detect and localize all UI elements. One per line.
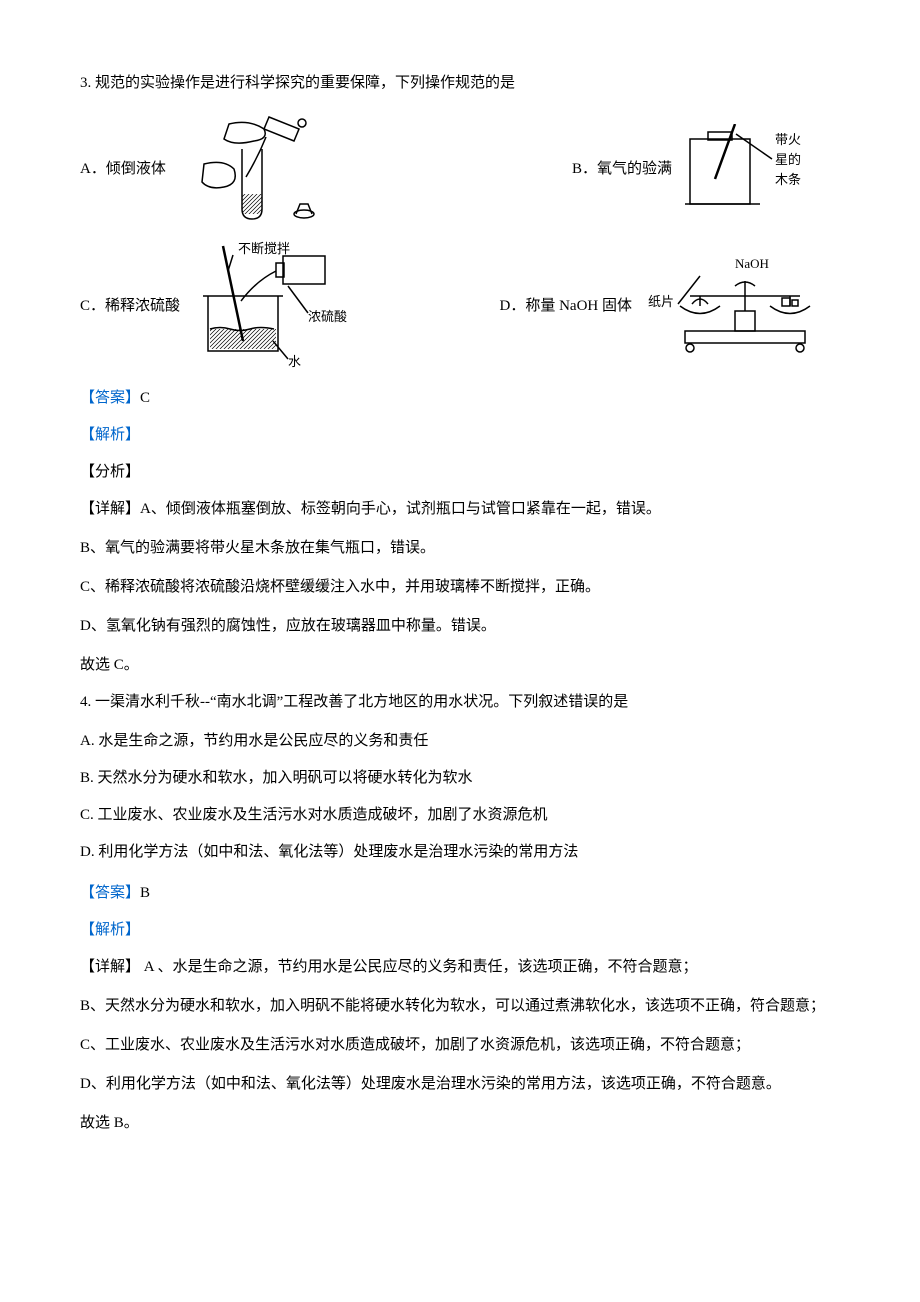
q4-conclusion: 故选 B。 bbox=[80, 1110, 840, 1137]
b-lbl-1: 带火 bbox=[775, 132, 801, 147]
q4-detail-0: 【详解】 A 、水是生命之源，节约用水是公民应尽的义务和责任，该选项正确，不符合… bbox=[80, 954, 840, 981]
d-lbl-paper: 纸片 bbox=[648, 294, 674, 309]
question-4: 4. 一渠清水利千秋--“南水北调”工程改善了北方地区的用水状况。下列叙述错误的… bbox=[80, 689, 840, 1137]
c-lbl-stir: 不断搅拌 bbox=[238, 241, 290, 256]
q4-option-b: B. 天然水分为硬水和软水，加入明矾可以将硬水转化为软水 bbox=[80, 765, 840, 792]
q3-a-label: A．倾倒液体 bbox=[80, 156, 166, 183]
q4-analysis-label: 【解析】 bbox=[80, 917, 840, 944]
answer-label: 【答案】 bbox=[80, 390, 140, 406]
q3-option-c: C．稀释浓硫酸 不断搅拌 bbox=[80, 241, 368, 371]
q3-answer-value: C bbox=[140, 390, 150, 406]
diagram-dilute-acid: 不断搅拌 浓硫酸 水 bbox=[188, 241, 368, 371]
q3-b-label: B．氧气的验满 bbox=[572, 156, 672, 183]
b-lbl-3: 木条 bbox=[775, 172, 801, 187]
diagram-oxygen-test: 带火 星的 木条 bbox=[680, 124, 840, 214]
c-lbl-acid: 浓硫酸 bbox=[308, 309, 347, 324]
q3-detail-3: D、氢氧化钠有强烈的腐蚀性，应放在玻璃器皿中称量。错误。 bbox=[80, 613, 840, 640]
q3-d-label: D．称量 NaOH 固体 bbox=[500, 293, 633, 320]
q4-option-a: A. 水是生命之源，节约用水是公民应尽的义务和责任 bbox=[80, 728, 840, 755]
q3-section-label: 【分析】 bbox=[80, 459, 840, 486]
q3-detail-0: 【详解】A、倾倒液体瓶塞倒放、标签朝向手心，试剂瓶口与试管口紧靠在一起，错误。 bbox=[80, 496, 840, 523]
q3-row-cd: C．稀释浓硫酸 不断搅拌 bbox=[80, 241, 840, 371]
q3-answer: 【答案】C bbox=[80, 385, 840, 412]
answer-label: 【答案】 bbox=[80, 885, 140, 901]
q3-row-ab: A．倾倒液体 bbox=[80, 109, 840, 229]
q3-detail-2: C、稀释浓硫酸将浓硫酸沿烧杯壁缓缓注入水中，并用玻璃棒不断搅拌，正确。 bbox=[80, 574, 840, 601]
q3-detail-1: B、氧气的验满要将带火星木条放在集气瓶口，错误。 bbox=[80, 535, 840, 562]
q4-stem: 4. 一渠清水利千秋--“南水北调”工程改善了北方地区的用水状况。下列叙述错误的… bbox=[80, 689, 840, 716]
q3-option-d: D．称量 NaOH 固体 NaOH 纸片 bbox=[500, 256, 841, 356]
q4-detail-3: D、利用化学方法（如中和法、氧化法等）处理废水是治理水污染的常用方法，该选项正确… bbox=[80, 1071, 840, 1098]
q3-c-label: C．稀释浓硫酸 bbox=[80, 293, 180, 320]
q3-option-b: B．氧气的验满 带火 星的 木条 bbox=[572, 124, 840, 214]
q3-option-a: A．倾倒液体 bbox=[80, 109, 324, 229]
q4-answer: 【答案】B bbox=[80, 880, 840, 907]
d-lbl-naoh: NaOH bbox=[735, 256, 769, 271]
q4-answer-value: B bbox=[140, 885, 150, 901]
q3-analysis-label: 【解析】 bbox=[80, 422, 840, 449]
q4-detail-1: B、天然水分为硬水和软水，加入明矾不能将硬水转化为软水，可以通过煮沸软化水，该选… bbox=[80, 993, 840, 1020]
c-lbl-water: 水 bbox=[288, 354, 301, 369]
diagram-weigh-naoh: NaOH 纸片 bbox=[640, 256, 840, 356]
diagram-pour-liquid bbox=[174, 109, 324, 229]
q4-option-c: C. 工业废水、农业废水及生活污水对水质造成破坏，加剧了水资源危机 bbox=[80, 802, 840, 829]
b-lbl-2: 星的 bbox=[775, 152, 801, 167]
question-3: 3. 规范的实验操作是进行科学探究的重要保障，下列操作规范的是 A．倾倒液体 bbox=[80, 70, 840, 679]
q4-detail-2: C、工业废水、农业废水及生活污水对水质造成破坏，加剧了水资源危机，该选项正确，不… bbox=[80, 1032, 840, 1059]
q3-stem: 3. 规范的实验操作是进行科学探究的重要保障，下列操作规范的是 bbox=[80, 70, 840, 97]
q4-option-d: D. 利用化学方法（如中和法、氧化法等）处理废水是治理水污染的常用方法 bbox=[80, 839, 840, 866]
q3-conclusion: 故选 C。 bbox=[80, 652, 840, 679]
